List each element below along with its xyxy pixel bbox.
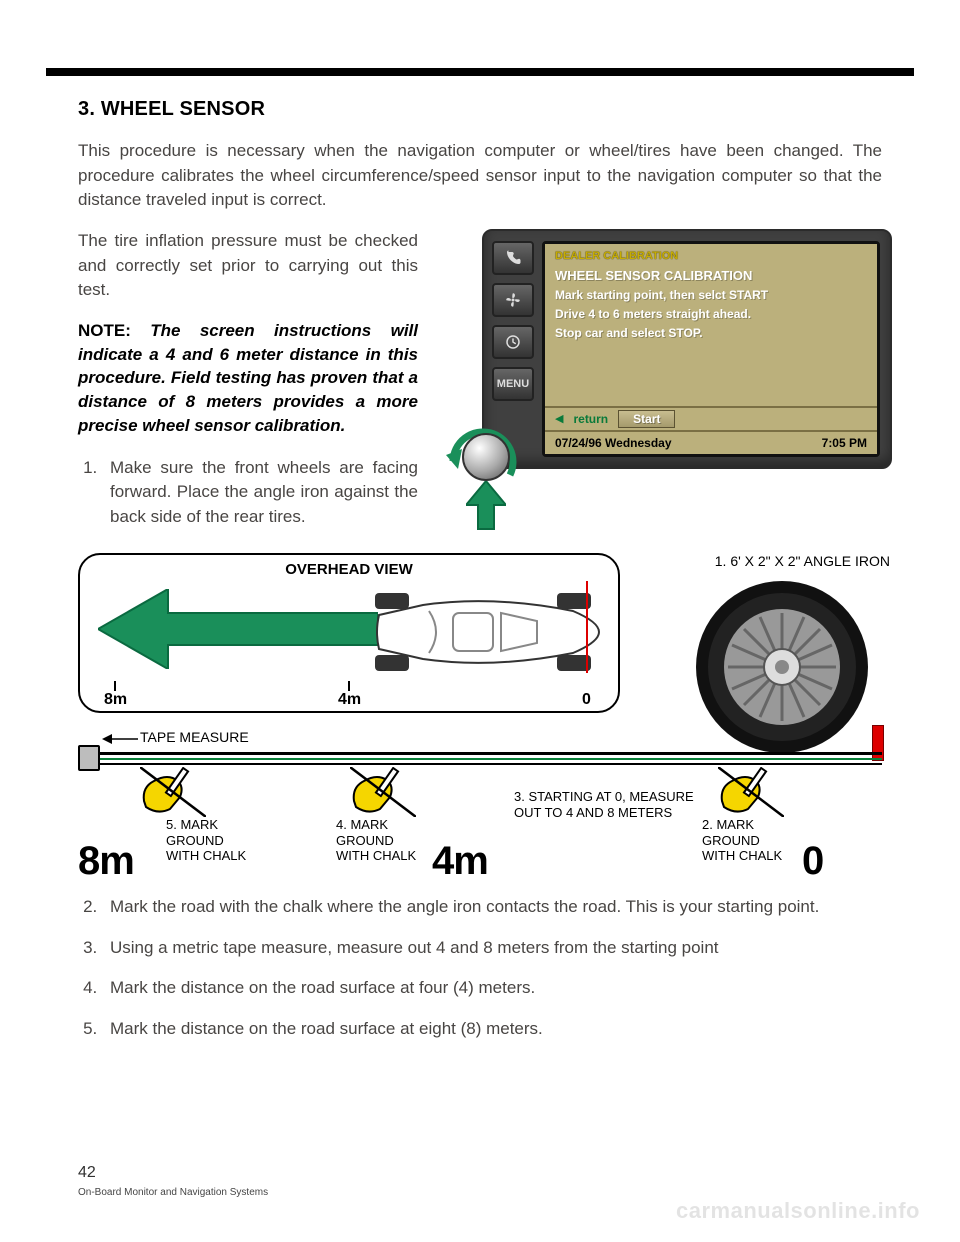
content-area: 3. WHEEL SENSOR This procedure is necess… [78,98,882,1202]
screen-line-1: Mark starting point, then selct START [555,288,867,302]
screen-line-2: Drive 4 to 6 meters straight ahead. [555,307,867,321]
distance-8m: 8m [78,839,134,884]
chalk-caption-0: 2. MARK GROUND WITH CHALK [702,817,792,864]
step-4: Mark the distance on the road surface at… [102,976,882,1001]
ground-line [100,752,882,755]
chalk-caption-8m: 5. MARK GROUND WITH CHALK [166,817,256,864]
screen-date: 07/24/96 Wednesday [555,436,672,450]
start-button[interactable]: Start [618,410,675,428]
tape-label: TAPE MEASURE [140,729,249,745]
note-lead: NOTE: [78,321,131,340]
watermark: carmanualsonline.info [676,1198,920,1224]
clock-button[interactable] [492,325,534,359]
screen-title: DEALER CALIBRATION [555,250,867,262]
top-divider [46,68,914,76]
return-arrow-icon: ◀ [555,412,563,425]
clock-icon [504,333,522,351]
car-overhead-icon [373,589,603,675]
menu-label: MENU [497,378,529,390]
step-3: Using a metric tape measure, measure out… [102,936,882,961]
steps-top-list: Make sure the front wheels are facing fo… [78,456,418,530]
footer-title: On-Board Monitor and Navigation Systems [78,1187,268,1198]
ground-line-2 [100,763,882,765]
chalk-hand-icon-8m [140,767,206,817]
tick-8m [114,681,116,691]
start-line-marker [586,581,588,673]
return-label[interactable]: return [573,412,608,426]
chalk-hand-icon-0 [718,767,784,817]
tape-end-icon [78,745,100,771]
steps-bottom-list: Mark the road with the chalk where the a… [78,895,882,1042]
tape-line [100,758,882,760]
section-heading: 3. WHEEL SENSOR [78,98,882,121]
fan-icon [504,291,522,309]
overhead-box: OVERHEAD VIEW 8m [78,553,620,713]
fan-button[interactable] [492,283,534,317]
tape-arrow-icon [102,731,138,747]
tick-label-8m: 8m [104,691,127,709]
overhead-title: OVERHEAD VIEW [285,561,413,578]
angle-iron-label: 1. 6' X 2" X 2" ANGLE IRON [715,553,890,569]
left-column: The tire inflation pressure must be chec… [78,229,418,530]
distance-0: 0 [802,839,823,884]
phone-button[interactable] [492,241,534,275]
menu-button[interactable]: MENU [492,367,534,401]
tick-label-4m: 4m [338,691,361,709]
screen-status-bar: 07/24/96 Wednesday 7:05 PM [545,432,877,454]
tire-pressure-note: The tire inflation pressure must be chec… [78,229,418,303]
device-frame: MENU DEALER CALIBRATION WHEEL SENSOR CAL… [482,229,892,469]
wheel-icon [692,577,872,757]
distance-4m: 4m [432,839,488,884]
tick-label-0: 0 [582,691,591,709]
device-screen: DEALER CALIBRATION WHEEL SENSOR CALIBRAT… [542,241,880,457]
page: 3. WHEEL SENSOR This procedure is necess… [0,0,960,1242]
device-side-buttons: MENU [492,241,534,409]
screen-return-row: ◀ return Start [545,408,877,432]
rotary-knob-wrap [442,429,522,509]
page-number: 42 [78,1164,96,1182]
phone-icon [504,249,522,267]
overhead-ticks: 8m 4m 0 [80,675,618,705]
measure-note: 3. STARTING AT 0, MEASURE OUT TO 4 AND 8… [514,789,694,820]
step-2: Mark the road with the chalk where the a… [102,895,882,920]
note-paragraph: NOTE: The screen instructions will indic… [78,319,418,438]
screen-line-3: Stop car and select STOP. [555,326,867,340]
intro-paragraph: This procedure is necessary when the nav… [78,139,882,213]
screen-time: 7:05 PM [822,436,867,450]
up-arrow-icon [466,481,506,531]
angle-iron-marker [872,725,884,761]
calibration-figure: OVERHEAD VIEW 8m [78,553,882,883]
rotary-knob[interactable] [462,433,510,481]
nav-device: MENU DEALER CALIBRATION WHEEL SENSOR CAL… [442,229,892,549]
two-column-row: The tire inflation pressure must be chec… [78,229,882,539]
screen-main: DEALER CALIBRATION WHEEL SENSOR CALIBRAT… [545,244,877,408]
step-1: Make sure the front wheels are facing fo… [102,456,418,530]
drive-direction-arrow-icon [98,589,378,669]
chalk-hand-icon-4m [350,767,416,817]
step-5: Mark the distance on the road surface at… [102,1017,882,1042]
screen-heading: WHEEL SENSOR CALIBRATION [555,268,867,283]
tick-4m [348,681,350,691]
chalk-caption-4m: 4. MARK GROUND WITH CHALK [336,817,426,864]
